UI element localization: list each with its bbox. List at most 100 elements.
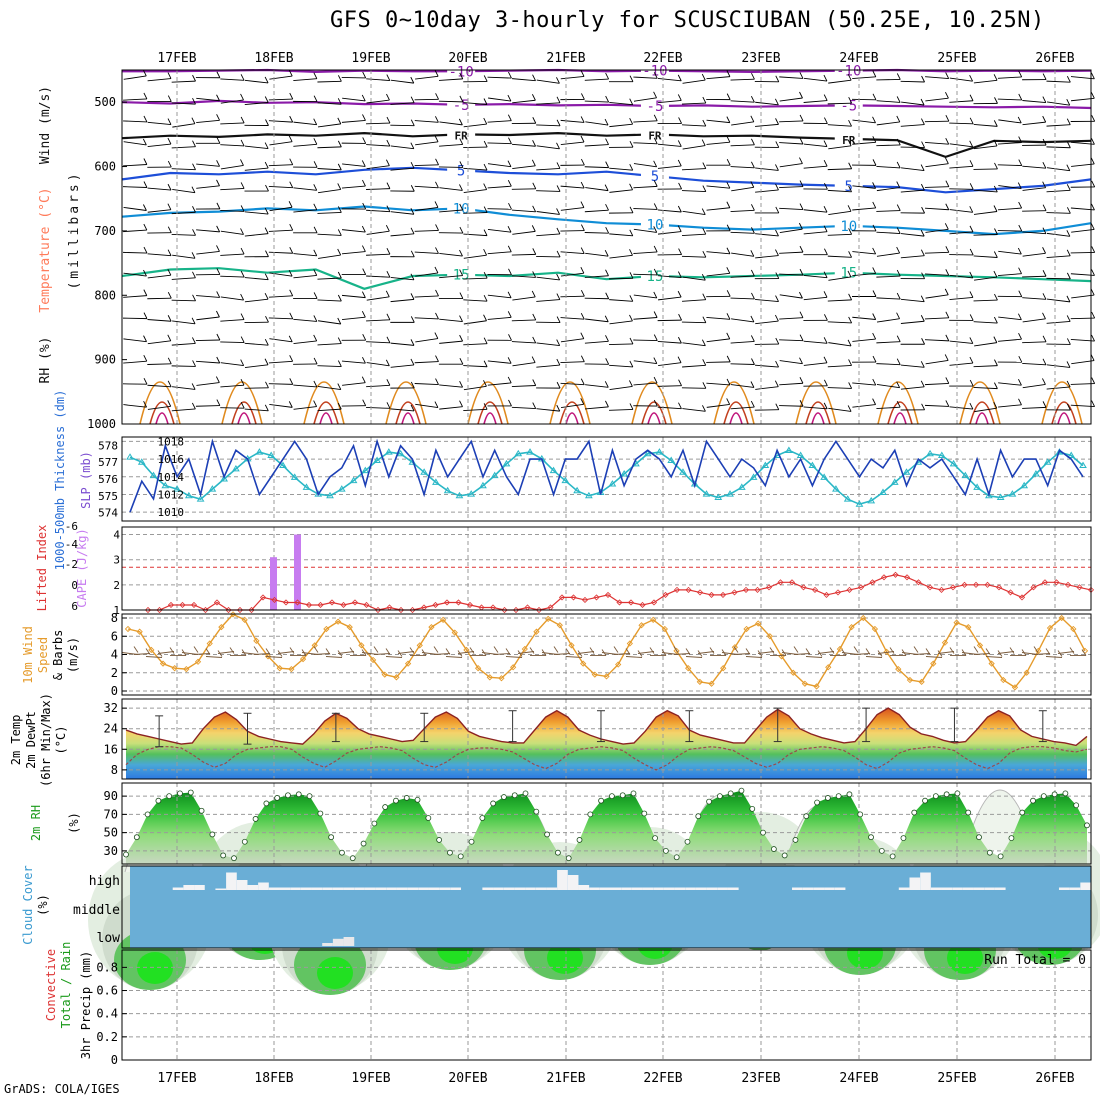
wind-barb-flag: [556, 96, 561, 104]
thickness-line-point: [573, 486, 581, 494]
lifted-index-point: [857, 584, 865, 591]
wind-barb-flag: [865, 648, 871, 655]
wind-speed-point: [463, 646, 470, 654]
wind-barb-flag: [337, 337, 342, 344]
wind-barb-flag: [459, 138, 464, 145]
lifted-index-point: [696, 589, 704, 596]
wind-barb-flag: [556, 358, 561, 366]
wind-barb-flag: [532, 205, 537, 213]
wind-barb-flag: [434, 401, 439, 408]
wind-barb-flag: [945, 311, 950, 319]
wind-barb-flag: [240, 359, 245, 366]
wind-barb-flag: [775, 118, 779, 125]
wind-barb-flag: [289, 647, 295, 654]
cape-tick-label: 1: [113, 604, 120, 617]
thickness-tick-label: 577: [98, 456, 118, 469]
high-cloud-bar: [621, 887, 632, 890]
wind-barb: [852, 185, 876, 189]
wind-barb-flag: [872, 313, 877, 320]
wind-barb-flag: [385, 290, 390, 297]
wind-barb: [998, 338, 1022, 342]
wind-barb: [293, 143, 317, 147]
wind-barb-flag: [920, 183, 925, 191]
wind-barb-flag: [921, 403, 926, 411]
wind-barb: [1022, 165, 1046, 169]
wind-barb: [828, 342, 852, 347]
wind-barb-flag: [653, 268, 658, 276]
wind-barb: [463, 343, 488, 346]
wind-barb-flag: [993, 120, 998, 127]
temp-label-3: (°C): [54, 726, 68, 755]
wind-barb-flag: [410, 162, 415, 169]
wind-barb: [731, 121, 754, 126]
wind-barb-flag: [799, 203, 804, 210]
wind-barb: [390, 233, 415, 237]
wind-barb-flag: [726, 224, 731, 231]
wind-barb-flag: [313, 203, 318, 211]
wind-barb: [560, 75, 585, 80]
contour-label-bg: [640, 126, 669, 142]
wind-speed-point: [895, 665, 902, 673]
wind-barb: [244, 277, 269, 281]
rh-point: [349, 855, 356, 862]
wind-barb: [730, 297, 755, 300]
wind-barb: [609, 189, 633, 193]
wind-barb: [997, 142, 1022, 145]
rh-point: [889, 853, 896, 860]
wind-barb-flag: [410, 76, 415, 84]
wind-label: Wind (m/s): [38, 86, 53, 164]
dewpoint-line: [125, 746, 1088, 771]
wind-barb-flag: [1018, 136, 1023, 143]
wind-barb-flag: [508, 71, 512, 79]
wind-barb: [512, 362, 536, 367]
wind-barb-flag: [167, 269, 172, 276]
lifted-index-point: [558, 594, 566, 601]
wind-barb-flag: [142, 138, 147, 146]
wind-barb: [414, 185, 439, 189]
wind-barb: [755, 101, 779, 106]
high-cloud-bar: [514, 887, 526, 890]
lifted-index-point: [363, 601, 370, 609]
wind-barb-flag: [1066, 361, 1071, 368]
wind-barb: [487, 382, 512, 386]
lifted-index-point: [282, 599, 290, 606]
lifted-index-point: [880, 574, 888, 581]
lifted-index-point: [593, 594, 600, 601]
rh-point: [1084, 822, 1090, 829]
wind-barb: [730, 363, 755, 365]
wind-barb-flag: [1042, 312, 1046, 320]
wind-barb-flag: [313, 400, 318, 407]
wind-barb-flag: [1066, 338, 1071, 345]
wind-barb: [924, 186, 949, 188]
rh-point: [922, 797, 928, 804]
wind-barb-flag: [649, 647, 655, 654]
wind-barb: [949, 77, 973, 82]
wind-barb-flag: [896, 204, 901, 211]
high-cloud-bar: [226, 872, 237, 890]
wind-barb: [730, 78, 755, 81]
lifted-index-point: [328, 599, 336, 606]
high-cloud-bar: [332, 887, 344, 890]
rh-point: [533, 808, 540, 815]
upper-air-bg: [122, 70, 1091, 424]
lifted-index-point: [443, 599, 451, 606]
wind-barb: [1046, 255, 1071, 259]
lifted-index-point: [788, 579, 796, 586]
wind-barb: [779, 294, 803, 299]
wind-barb: [585, 318, 609, 323]
wind-barb: [512, 296, 536, 301]
wind-barb: [973, 234, 998, 236]
contour-label: 5: [651, 169, 659, 185]
thickness-line-point: [890, 478, 899, 485]
wind-barb: [415, 338, 438, 343]
lifted-index-point: [478, 604, 485, 611]
date-label: 20FEB: [448, 51, 487, 66]
wind-barb-flag: [604, 118, 609, 126]
contour-label-bg: [447, 266, 476, 282]
cape-bar: [270, 557, 277, 610]
wind-barb: [536, 79, 560, 84]
wind-barb: [803, 362, 828, 366]
wind-barb-flag: [458, 118, 463, 126]
wind-speed-point: [580, 660, 587, 667]
top-date-axis: 17FEB 18FEB 19FEB 20FEB 21FEB 22FEB 23FEB 24FEB…: [157, 51, 1074, 66]
